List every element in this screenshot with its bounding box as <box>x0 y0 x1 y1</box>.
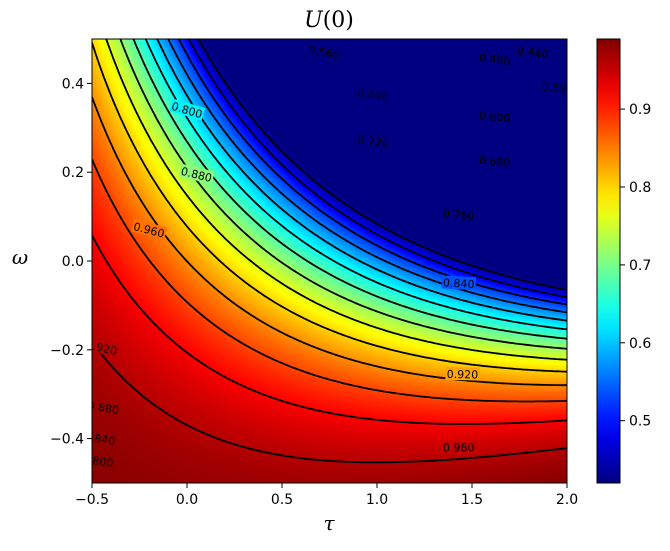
contour-label: 0.920 <box>445 366 480 382</box>
contour-label-text: 0.440 <box>516 44 549 61</box>
contour-label: 0.440 <box>515 43 551 61</box>
contour-label-background <box>539 79 567 96</box>
contour-line <box>92 341 567 464</box>
contour-label: 0.640 <box>355 84 392 104</box>
contour-label: 0.560 <box>305 42 342 62</box>
contour-lines <box>92 39 567 464</box>
contour-label-background <box>515 43 551 61</box>
contour-label: 0.920 <box>85 336 120 358</box>
contour-label: 0.800 <box>81 451 116 471</box>
y-tick-label: 0.2 <box>62 165 84 181</box>
contour-label-text: 0.640 <box>357 86 390 104</box>
contour-label-text: 0.760 <box>442 207 474 223</box>
contour-label: 0.960 <box>441 440 476 455</box>
x-axis: −0.5 0.0 0.5 1.0 1.5 2.0 <box>75 483 578 508</box>
contour-label-background <box>477 107 513 125</box>
contour-label-text: 0.920 <box>447 368 479 382</box>
y-axis-label: ω <box>12 245 28 269</box>
contour-label-background <box>355 131 392 150</box>
contour-label-text: 0.840 <box>443 276 475 291</box>
plot-area: 0.440 0.480 0.520 0.560 0.600 0.640 0.680 0.720… <box>81 38 574 484</box>
x-tick-label: 0.5 <box>271 492 293 508</box>
contour-labels: 0.440 0.480 0.520 0.560 0.600 0.640 0.680 0.720… <box>81 42 574 471</box>
colorbar-gradient <box>597 39 620 483</box>
x-tick-label: 2.0 <box>556 492 578 508</box>
contour-line <box>197 39 567 291</box>
colorbar-frame <box>596 38 621 484</box>
y-axis: −0.4 −0.2 0.0 0.2 0.4 <box>50 76 92 448</box>
colorbar-tick-label: 0.8 <box>629 180 651 196</box>
contour-line <box>144 39 567 331</box>
contour-label: 0.840 <box>441 275 477 291</box>
chart-title-main: U <box>304 8 324 33</box>
contour-line <box>92 158 567 403</box>
contour-label-background <box>477 49 513 68</box>
contour-label: 0.880 <box>87 397 122 417</box>
colorbar-tick-label: 0.5 <box>629 414 651 430</box>
chart-title-arg: (0) <box>323 8 354 33</box>
contour-line <box>92 42 567 373</box>
y-tick-label: −0.4 <box>50 432 84 448</box>
contour-label-background <box>441 275 477 291</box>
contour-label-background <box>477 152 513 169</box>
contour-label: 0.760 <box>441 206 477 223</box>
y-tick-label: −0.2 <box>50 343 84 359</box>
contour-label-background <box>445 366 480 381</box>
y-tick-label: 0.4 <box>62 76 84 92</box>
contour-label-text: 0.960 <box>443 441 475 454</box>
contour-label-background <box>355 84 392 104</box>
heatmap-image <box>92 39 567 483</box>
colorbar-ticks: 0.5 0.6 0.7 0.8 0.9 <box>620 102 651 430</box>
colorbar-tick-label: 0.9 <box>629 102 651 118</box>
contour-label-text: 0.800 <box>81 453 114 471</box>
contour-line <box>188 39 567 298</box>
x-tick-label: 0.0 <box>176 492 198 508</box>
colorbar-tick-label: 0.6 <box>629 336 651 352</box>
x-tick-label: 1.0 <box>366 492 388 508</box>
contour-label-text: 0.560 <box>307 43 340 62</box>
contour-label-background <box>305 42 342 62</box>
contour-line <box>105 39 567 361</box>
contour-label-background <box>168 98 206 121</box>
contour-label-text: 0.720 <box>357 133 390 150</box>
contour-line <box>132 39 567 340</box>
contour-label-background <box>441 440 476 454</box>
contour-label-text: 0.920 <box>85 338 119 358</box>
contour-label-background <box>92 336 120 358</box>
colorbar-tick-label: 0.7 <box>629 258 651 274</box>
colorbar: 0.5 0.6 0.7 0.8 0.9 <box>596 38 651 484</box>
contour-label-background <box>92 451 116 470</box>
contour-line <box>119 39 567 350</box>
contour-label-background <box>441 206 477 222</box>
contour-label-text: 0.880 <box>87 399 120 417</box>
contour-label-background <box>92 428 118 448</box>
contour-label-background <box>178 163 215 185</box>
y-tick-label: 0.0 <box>62 254 84 270</box>
contour-label: 0.600 <box>477 107 513 125</box>
contour-label-text: 0.600 <box>478 109 511 125</box>
contour-label-background <box>92 397 122 417</box>
contour-label: 0.720 <box>355 131 392 150</box>
contour-line <box>92 234 567 425</box>
x-tick-label: 1.5 <box>461 492 483 508</box>
contour-label: 0.840 <box>83 428 118 448</box>
contour-label: 0.680 <box>477 152 513 170</box>
contour-label-background <box>131 218 168 241</box>
contour-label-text: 0.840 <box>83 430 116 448</box>
contour-label: 0.480 <box>477 49 513 68</box>
contour-line <box>156 39 567 322</box>
x-tick-label: −0.5 <box>75 492 109 508</box>
contour-label: 0.520 <box>539 79 574 96</box>
chart-title: U(0) <box>304 8 354 33</box>
contour-label-text: 0.480 <box>478 51 511 68</box>
contour-label-text: 0.680 <box>478 154 511 170</box>
x-axis-label: τ <box>323 511 335 535</box>
contour-label-text: 0.520 <box>541 80 574 96</box>
